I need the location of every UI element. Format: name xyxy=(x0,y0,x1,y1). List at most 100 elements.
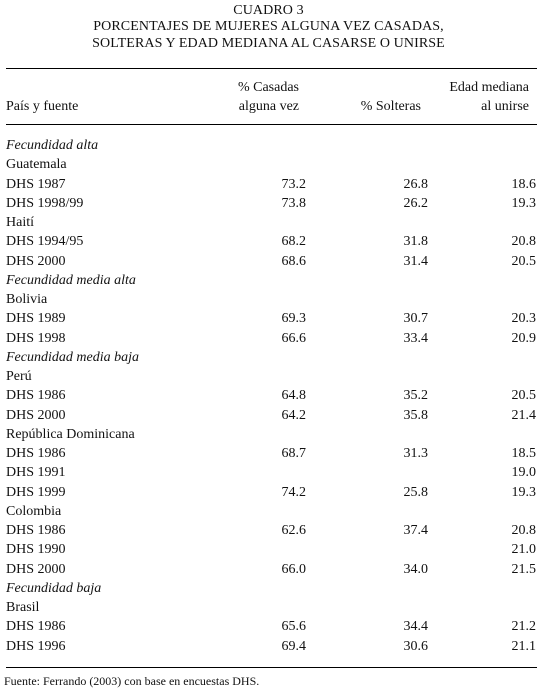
cell-married: 73.2 xyxy=(281,176,307,192)
cell-single: 34.0 xyxy=(403,561,429,577)
row-label: DHS 1990 xyxy=(6,542,66,558)
row-label: Fecundidad media baja xyxy=(6,349,139,365)
cell-median-age: 20.8 xyxy=(511,234,537,250)
cell-median-age: 18.5 xyxy=(511,446,537,461)
row-label: Guatemala xyxy=(6,157,67,173)
bottom-rule xyxy=(6,667,537,668)
header-country-source: País y fuente xyxy=(6,99,79,114)
header-median-age-line-2: al unirse xyxy=(481,99,529,114)
table-title-line-1: PORCENTAJES DE MUJERES ALGUNA VEZ CASADA… xyxy=(93,19,444,34)
row-label: DHS 1998 xyxy=(6,330,66,346)
cell-median-age: 21.2 xyxy=(511,619,537,635)
header-rule xyxy=(6,124,537,125)
cell-single: 30.6 xyxy=(403,638,429,654)
cell-median-age: 19.3 xyxy=(511,484,537,500)
cell-median-age: 20.8 xyxy=(511,523,537,538)
cell-median-age: 19.3 xyxy=(511,195,537,211)
cell-single: 31.4 xyxy=(403,253,429,269)
cell-married: 66.0 xyxy=(281,561,307,577)
header-married-line-2: alguna vez xyxy=(238,99,299,114)
row-label: DHS 1989 xyxy=(6,311,66,327)
cell-single: 26.8 xyxy=(403,176,429,192)
table-row: DHS 1999 74.2 25.8 19.3 xyxy=(6,483,537,502)
table-row: DHS 1986 64.8 35.2 20.5 xyxy=(6,386,537,405)
cell-married: 64.2 xyxy=(281,407,307,423)
cell-median-age: 21.0 xyxy=(511,542,537,558)
row-label: DHS 2000 xyxy=(6,407,66,423)
table-title-line-2: SOLTERAS Y EDAD MEDIANA AL CASARSE O UNI… xyxy=(92,36,445,51)
row-label: Haití xyxy=(6,215,34,230)
cell-married: 68.7 xyxy=(281,446,307,461)
cell-single: 34.4 xyxy=(403,619,429,635)
cell-median-age: 20.9 xyxy=(511,330,537,346)
cell-married: 68.6 xyxy=(281,253,307,269)
source-note: Fuente: Ferrando (2003) con base en encu… xyxy=(4,674,260,688)
country-label: Guatemala xyxy=(6,155,537,174)
cell-median-age: 18.6 xyxy=(511,176,537,192)
country-label: República Dominicana xyxy=(6,425,537,444)
fertility-group-label: Fecundidad alta xyxy=(6,136,537,155)
cell-married: 69.3 xyxy=(281,311,307,327)
cell-married: 65.6 xyxy=(281,619,307,635)
table-row: DHS 1990 21.0 xyxy=(6,540,537,559)
row-label: Fecundidad baja xyxy=(6,580,102,596)
table-row: DHS 1989 69.3 30.7 20.3 xyxy=(6,309,537,328)
cell-married: 66.6 xyxy=(281,330,307,346)
table-row: DHS 1986 62.6 37.4 20.8 xyxy=(6,521,537,540)
cell-single: 26.2 xyxy=(403,195,429,211)
cell-median-age: 21.5 xyxy=(511,561,537,577)
cell-married: 73.8 xyxy=(281,195,307,211)
row-label: Brasil xyxy=(6,600,40,615)
table-row: DHS 1991 19.0 xyxy=(6,463,537,482)
fertility-group-label: Fecundidad media alta xyxy=(6,271,537,290)
cell-married: 62.6 xyxy=(281,523,307,538)
table-row: DHS 1998 66.6 33.4 20.9 xyxy=(6,329,537,348)
table-number: CUADRO 3 xyxy=(233,3,304,18)
table-row: DHS 2000 64.2 35.8 21.4 xyxy=(6,406,537,425)
top-rule xyxy=(6,68,537,69)
cell-median-age: 20.3 xyxy=(511,311,537,327)
row-label: DHS 2000 xyxy=(6,253,66,269)
row-label: DHS 1996 xyxy=(6,638,66,654)
cell-median-age: 21.4 xyxy=(511,407,537,423)
row-label: Perú xyxy=(6,369,32,384)
country-label: Haití xyxy=(6,213,537,232)
country-label: Brasil xyxy=(6,598,537,617)
row-label: DHS 1987 xyxy=(6,176,66,192)
row-label: República Dominicana xyxy=(6,426,135,442)
row-label: Colombia xyxy=(6,503,62,519)
row-label: Fecundidad media alta xyxy=(6,272,136,288)
cell-married: 68.2 xyxy=(281,234,307,250)
cell-single: 31.8 xyxy=(403,234,429,250)
cell-single: 31.3 xyxy=(403,446,429,461)
row-label: Bolivia xyxy=(6,292,48,307)
cell-median-age: 19.0 xyxy=(511,465,537,481)
table-row: DHS 1986 68.7 31.3 18.5 xyxy=(6,444,537,463)
cell-median-age: 21.1 xyxy=(511,638,537,654)
fertility-group-label: Fecundidad media baja xyxy=(6,348,537,367)
row-label: DHS 1986 xyxy=(6,388,66,404)
table-row: DHS 1994/95 68.2 31.8 20.8 xyxy=(6,232,537,251)
row-label: DHS 1986 xyxy=(6,619,66,635)
cell-median-age: 20.5 xyxy=(511,253,537,269)
country-label: Bolivia xyxy=(6,290,537,309)
table-row: DHS 1996 69.4 30.6 21.1 xyxy=(6,637,537,656)
table-row: DHS 1998/99 73.8 26.2 19.3 xyxy=(6,194,537,213)
row-label: DHS 1991 xyxy=(6,465,66,481)
header-median-age-line-1: Edad mediana xyxy=(449,80,529,95)
country-label: Perú xyxy=(6,367,537,386)
cell-married: 74.2 xyxy=(281,484,307,500)
row-label: DHS 2000 xyxy=(6,561,66,577)
cell-single: 25.8 xyxy=(403,484,429,500)
header-married-line-1: % Casadas xyxy=(237,80,299,95)
cell-single: 35.2 xyxy=(403,388,429,404)
cell-median-age: 20.5 xyxy=(511,388,537,404)
row-label: DHS 1986 xyxy=(6,446,66,461)
cell-single: 35.8 xyxy=(403,407,429,423)
table-row: DHS 2000 68.6 31.4 20.5 xyxy=(6,252,537,271)
table-row: DHS 1986 65.6 34.4 21.2 xyxy=(6,617,537,636)
cell-married: 64.8 xyxy=(281,388,307,404)
header-single: % Solteras xyxy=(360,99,421,114)
row-label: DHS 1986 xyxy=(6,523,66,538)
fertility-group-label: Fecundidad baja xyxy=(6,579,537,598)
